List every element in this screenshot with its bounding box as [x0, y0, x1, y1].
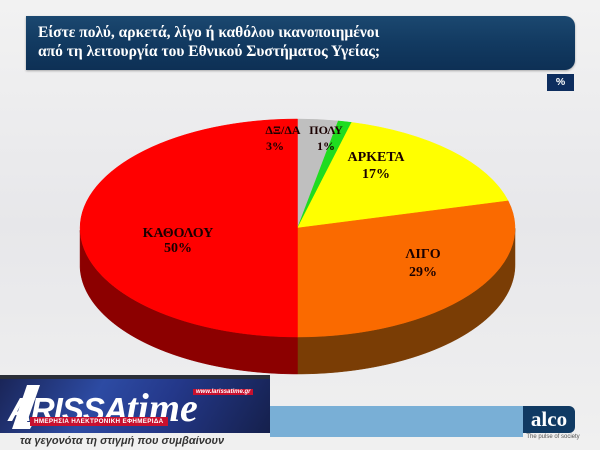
- svg-text:1%: 1%: [317, 139, 335, 153]
- svg-text:3%: 3%: [266, 139, 284, 153]
- svg-text:ΔΞ/ΔΑ: ΔΞ/ΔΑ: [265, 123, 301, 137]
- svg-text:ΑΡΚΕΤΑ: ΑΡΚΕΤΑ: [348, 150, 406, 165]
- svg-text:ΚΑΘΟΛΟΥ: ΚΑΘΟΛΟΥ: [143, 226, 214, 241]
- svg-text:17%: 17%: [362, 167, 390, 182]
- svg-text:ΛΙΓΟ: ΛΙΓΟ: [405, 247, 440, 262]
- svg-text:50%: 50%: [164, 241, 192, 256]
- svg-text:29%: 29%: [409, 265, 437, 280]
- svg-text:ΠΟΛΥ: ΠΟΛΥ: [309, 123, 343, 137]
